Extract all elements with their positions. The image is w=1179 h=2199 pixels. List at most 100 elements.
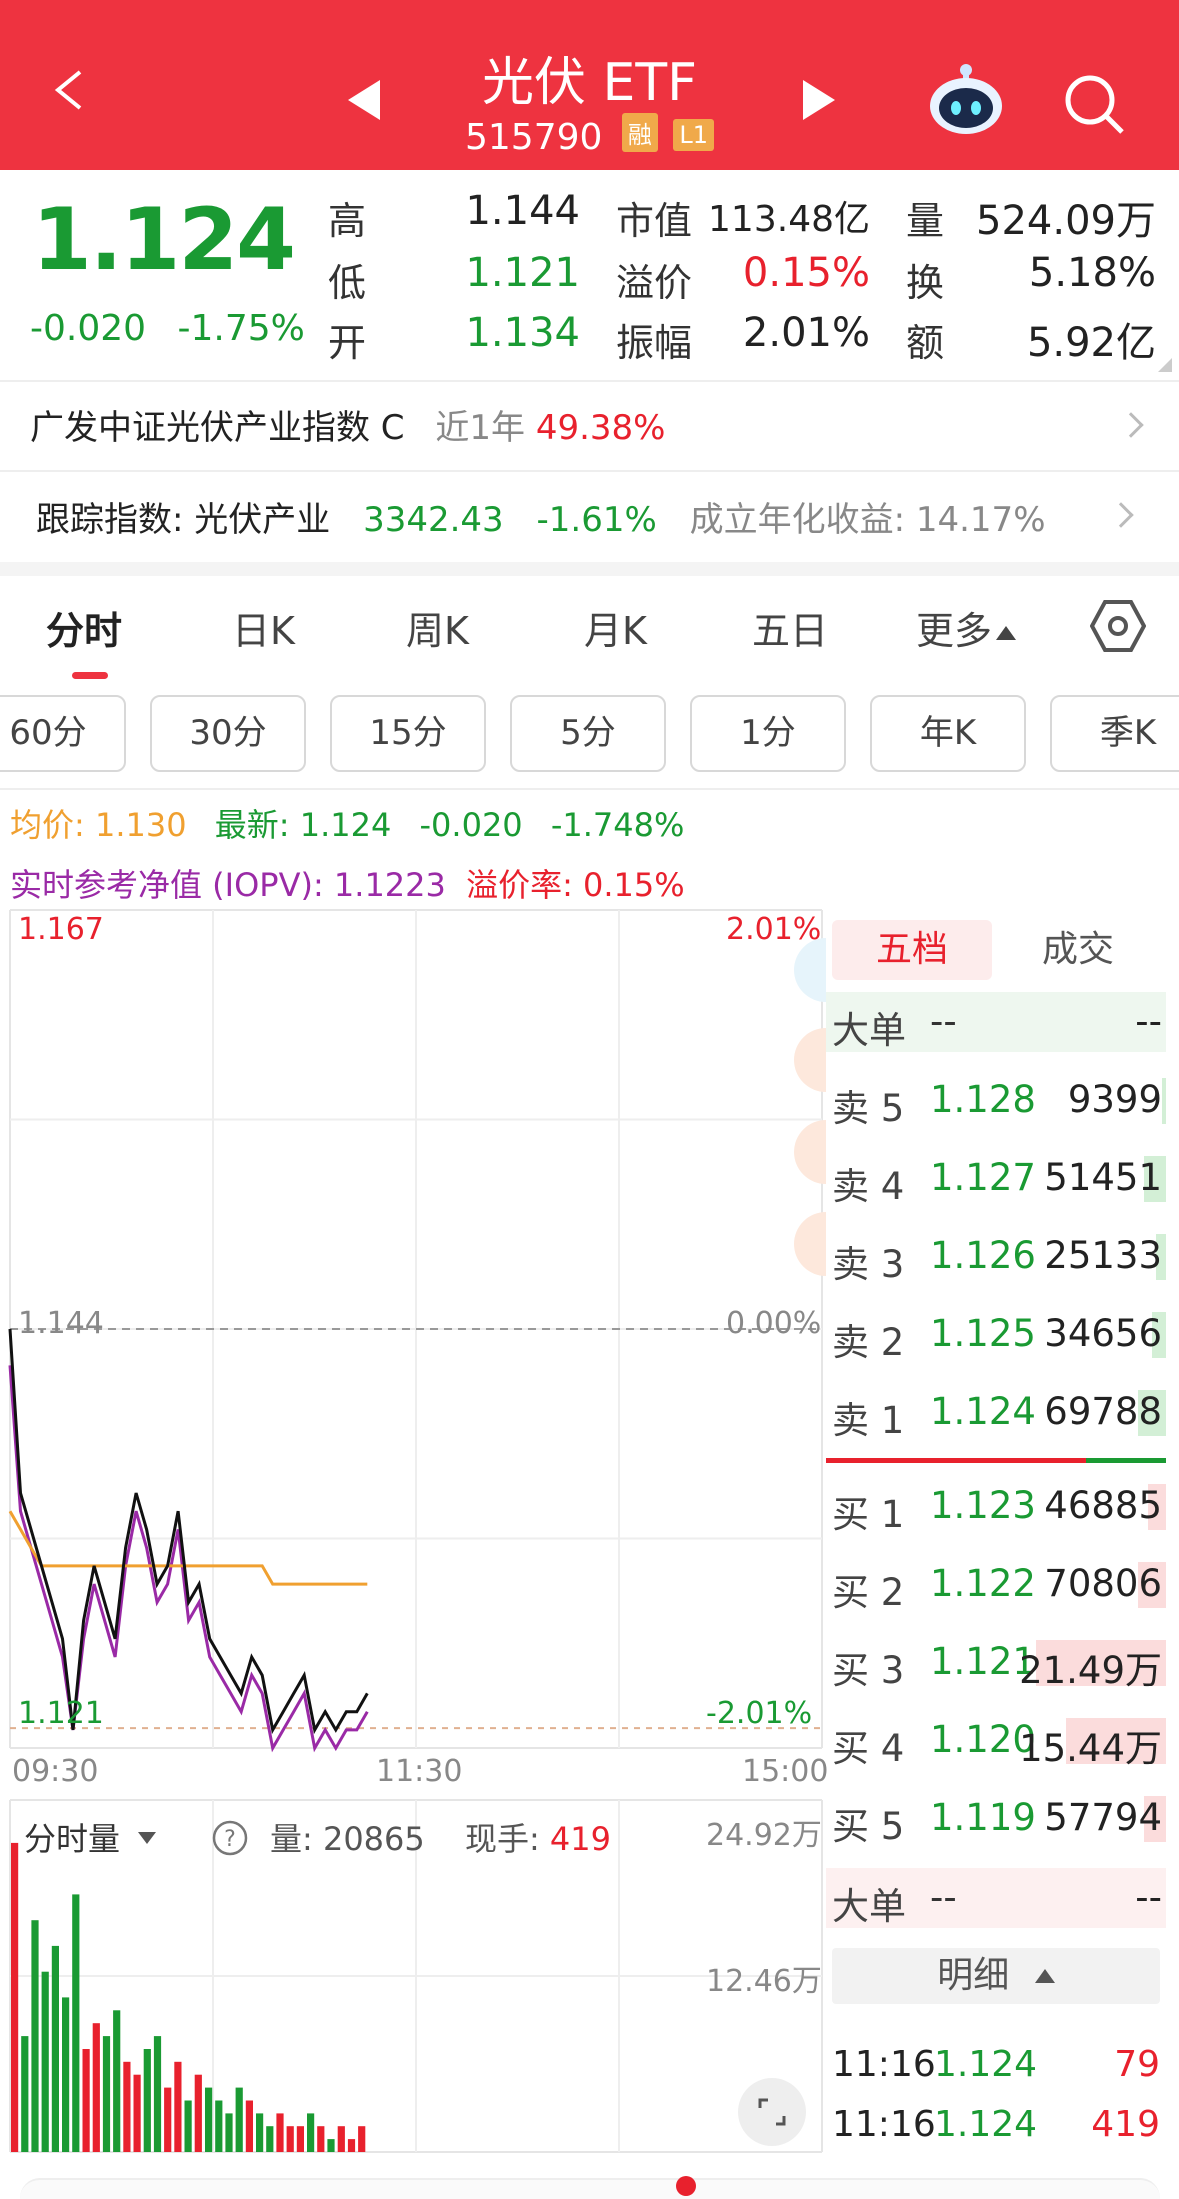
volume-label: 量 [906, 199, 945, 243]
volume-bar [41, 1971, 49, 2152]
ask-level-row[interactable]: 卖 5 1.128 9399 [826, 1070, 1166, 1130]
level-price: 1.119 [930, 1796, 1036, 1839]
fund-index-row[interactable]: 广发中证光伏产业指数 C 近1年 49.38% [30, 400, 665, 449]
side-decoration [794, 938, 826, 1276]
premium-rate: 溢价率: 0.15% [466, 866, 685, 904]
volume-bar [194, 2074, 202, 2152]
level-label: 卖 5 [832, 1087, 905, 1130]
period-5min[interactable]: 5分 [510, 695, 666, 772]
bottom-sheet-handle[interactable] [20, 2178, 1160, 2199]
level-volume: 46885 [1044, 1484, 1162, 1527]
bid-level-row[interactable]: 买 5 1.119 57794 [826, 1788, 1166, 1848]
big-order-right: -- [1135, 1000, 1162, 1043]
level-label: 买 4 [832, 1727, 905, 1770]
ask-level-row[interactable]: 卖 3 1.126 25133 [826, 1226, 1166, 1286]
low-label: 低 [328, 261, 367, 305]
intraday-chart[interactable] [0, 900, 830, 2160]
ask-level-row[interactable]: 卖 1 1.124 69788 [826, 1382, 1166, 1442]
bid-level-row[interactable]: 买 2 1.122 70806 [826, 1554, 1166, 1614]
volume-bar [276, 2113, 284, 2152]
tab-intraday[interactable]: 分时 [46, 609, 123, 653]
tab-trades[interactable]: 成交 [1041, 929, 1114, 970]
latest-price-legend: 最新: 1.124 [214, 806, 392, 844]
tracking-index-row[interactable]: 跟踪指数: 光伏产业 3342.43 -1.61% 成立年化收益: 14.17% [36, 492, 1046, 541]
volume-bar [235, 2087, 243, 2152]
volume-readout: 量: 20865 现手: 419 [270, 1814, 611, 1860]
amplitude-label: 振幅 [616, 321, 693, 365]
mktcap-label: 市值 [616, 199, 693, 243]
y-mid-label: 1.144 [18, 1306, 104, 1341]
volume-bars [11, 1842, 366, 2152]
level-badge: L1 [673, 119, 714, 151]
spread-bar-red [826, 1458, 1086, 1463]
period-15min[interactable]: 15分 [330, 695, 486, 772]
premium-label: 溢价 [616, 261, 693, 305]
period-return: 49.38% [535, 408, 666, 448]
tab-weekly-k[interactable]: 周K [406, 609, 469, 653]
since-inception-return: 成立年化收益: 14.17% [689, 500, 1046, 540]
robot-assistant-icon[interactable] [928, 62, 1004, 136]
depth-bar [1148, 1484, 1166, 1530]
period-quarter-k[interactable]: 季K [1050, 695, 1179, 772]
big-order-left: -- [930, 1876, 957, 1919]
detail-toggle[interactable]: 明细 [832, 1948, 1160, 2004]
amount-value: 5.92亿 [1026, 320, 1156, 366]
caret-up-icon [996, 626, 1017, 640]
next-stock-icon[interactable] [803, 80, 835, 120]
fullscreen-button[interactable] [738, 2078, 806, 2146]
ask-level-row[interactable]: 卖 2 1.125 34656 [826, 1304, 1166, 1364]
volume-bar [51, 1945, 59, 2152]
period-60min[interactable]: 60分 [0, 695, 126, 772]
volume-bar [317, 2126, 325, 2152]
depth-bar [1144, 1796, 1166, 1842]
bid-level-row[interactable]: 买 4 1.120 15.44万 [826, 1710, 1166, 1770]
search-icon[interactable] [1062, 72, 1126, 136]
premium-value: 0.15% [742, 250, 870, 296]
level-price: 1.128 [930, 1078, 1036, 1121]
page-title: 光伏 ETF [481, 53, 698, 113]
volume-type-label: 分时量 [24, 1820, 121, 1858]
last-price: 1.124 [32, 190, 296, 290]
period-1min[interactable]: 1分 [690, 695, 846, 772]
level-price: 1.122 [930, 1562, 1036, 1605]
tab-more[interactable]: 更多 [916, 600, 1017, 655]
tracking-index-change: -1.61% [536, 500, 657, 540]
volume-bar [205, 2087, 213, 2152]
high-value: 1.144 [465, 188, 580, 234]
prev-stock-icon[interactable] [348, 80, 380, 120]
volume-bar [286, 2126, 294, 2152]
level-label: 买 3 [832, 1649, 905, 1692]
back-icon[interactable] [50, 70, 90, 110]
volume-type-dropdown[interactable]: 分时量 [24, 1814, 157, 1860]
high-label: 高 [328, 199, 367, 243]
fullscreen-icon [758, 2098, 786, 2126]
section-gap [0, 562, 1179, 576]
tab-monthly-k[interactable]: 月K [584, 609, 647, 653]
level-volume: 57794 [1044, 1796, 1162, 1839]
tab-daily-k[interactable]: 日K [232, 609, 295, 653]
level-volume: 69788 [1044, 1390, 1162, 1433]
volume-bar [256, 2113, 264, 2152]
volume-bar [225, 2113, 233, 2152]
level-price: 1.127 [930, 1156, 1036, 1199]
chevron-right-icon[interactable] [1118, 412, 1144, 438]
level-label: 买 1 [832, 1493, 905, 1536]
help-icon[interactable]: ? [212, 1820, 248, 1856]
expand-corner-icon[interactable] [1158, 358, 1172, 372]
level-label: 买 5 [832, 1805, 905, 1848]
spread-bar [826, 1458, 1166, 1463]
settings-icon[interactable] [1090, 598, 1146, 654]
period-30min[interactable]: 30分 [150, 695, 306, 772]
margin-badge: 融 [621, 113, 658, 152]
level-label: 卖 1 [832, 1399, 905, 1442]
tab-five-day[interactable]: 五日 [752, 609, 829, 653]
volume-bar [62, 1997, 70, 2152]
tab-active-indicator [72, 672, 108, 679]
tab-five-levels[interactable]: 五档 [832, 920, 992, 980]
depth-bar [1144, 1156, 1166, 1202]
chevron-right-icon[interactable] [1108, 502, 1134, 528]
period-year-k[interactable]: 年K [870, 695, 1026, 772]
bid-level-row[interactable]: 买 3 1.121 21.49万 [826, 1632, 1166, 1692]
bid-level-row[interactable]: 买 1 1.123 46885 [826, 1476, 1166, 1536]
ask-level-row[interactable]: 卖 4 1.127 51451 [826, 1148, 1166, 1208]
